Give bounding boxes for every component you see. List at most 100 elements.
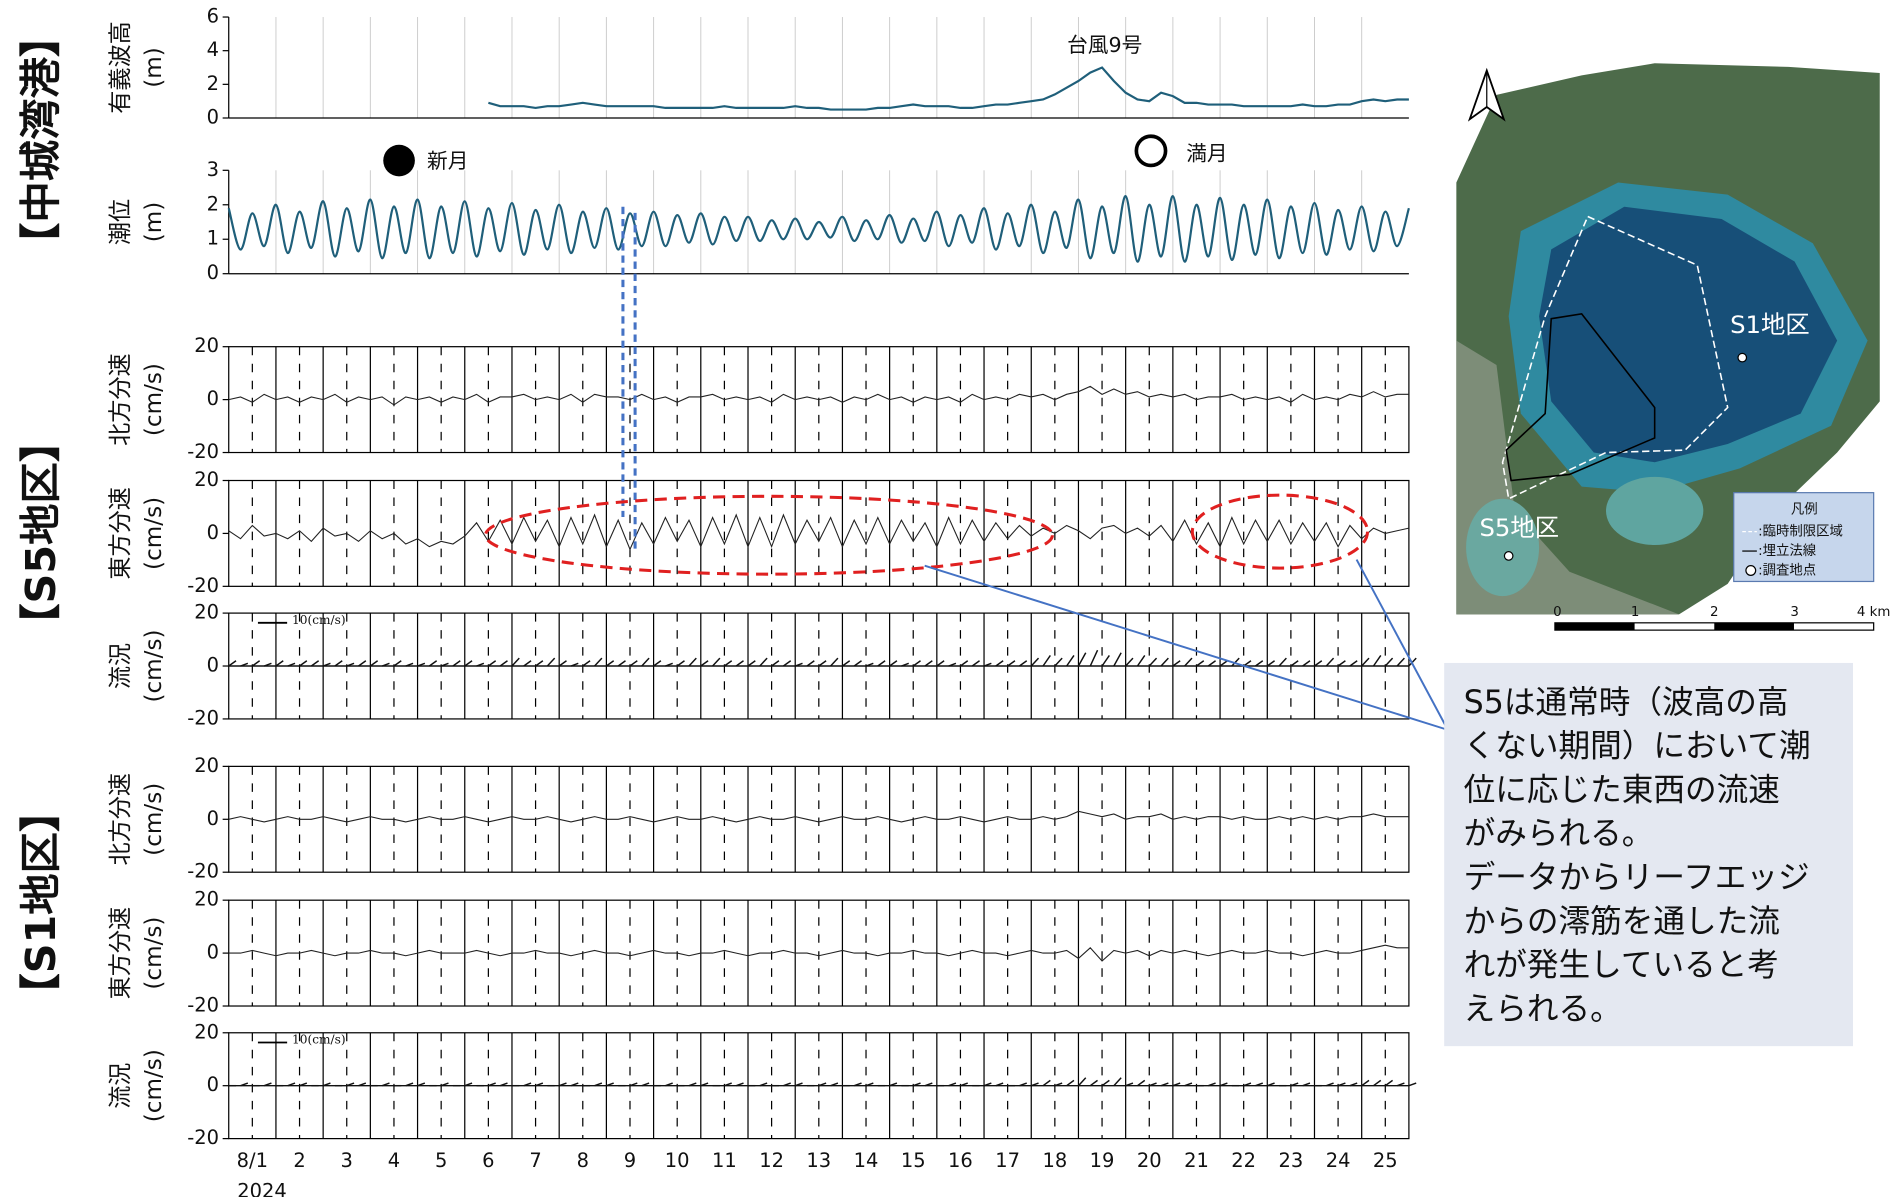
x-tick-label: 24 <box>1326 1149 1351 1172</box>
current-stick <box>630 661 637 666</box>
new-moon-label: 新月 <box>427 149 468 173</box>
current-stick <box>394 661 401 666</box>
scale-label: 2 <box>1710 605 1719 620</box>
current-stick <box>1326 658 1333 666</box>
y-tick-label: -20 <box>187 574 219 597</box>
current-stick <box>937 661 944 666</box>
y-tick-label: 0 <box>207 387 219 410</box>
map-station <box>1738 353 1747 362</box>
section-labels: 【中城湾港】 【S5地区】 【S1地区】 <box>17 16 65 1015</box>
current-stick <box>724 661 731 666</box>
y-axis-label: (m) <box>141 47 167 88</box>
y-axis-label: 北方分速 <box>108 773 134 865</box>
scale-label: 1 <box>1631 605 1640 620</box>
x-tick-label: 25 <box>1373 1149 1398 1172</box>
y-axis-label: (m) <box>141 202 167 243</box>
y-tick-label: -20 <box>187 706 219 729</box>
x-tick-label: 23 <box>1278 1149 1303 1172</box>
note-line: からの澪筋を通した流 <box>1464 904 1780 940</box>
y-axis-label: (cm/s) <box>141 497 167 570</box>
current-stick <box>842 661 849 666</box>
current-stick <box>1362 1080 1369 1085</box>
current-stick <box>1208 661 1215 666</box>
current-stick <box>1385 1080 1392 1085</box>
current-stick <box>1067 655 1074 666</box>
section-label: 【S5地区】 <box>17 421 65 645</box>
current-stick <box>913 661 920 666</box>
current-stick <box>854 661 861 666</box>
panel: -20020流況(cm/s)10(cm/s) <box>108 601 1416 730</box>
x-tick-label: 4 <box>388 1149 400 1172</box>
y-axis-label: (cm/s) <box>141 783 167 856</box>
current-stick <box>311 661 318 666</box>
y-axis-label: 有義波高 <box>108 21 134 113</box>
panel: -20020流況(cm/s)10(cm/s)8/1234567891011121… <box>108 1020 1416 1197</box>
x-tick-label: 2 <box>293 1149 305 1172</box>
current-stick <box>429 661 436 666</box>
x-tick-label: 13 <box>806 1149 831 1172</box>
highlight-ellipse <box>1192 495 1367 568</box>
current-stick <box>819 661 826 666</box>
y-axis-label: (cm/s) <box>141 363 167 436</box>
note-line: れが発生していると考 <box>1464 948 1779 984</box>
current-stick <box>878 661 885 666</box>
map-area-label: S1地区 <box>1730 310 1810 339</box>
y-tick-label: 20 <box>194 334 219 357</box>
y-tick-label: 20 <box>194 754 219 777</box>
y-tick-label: 20 <box>194 468 219 491</box>
current-stick <box>300 661 307 666</box>
current-stick <box>1031 658 1038 666</box>
scale-label: 4 km <box>1857 605 1891 620</box>
legend-item: :調査地点 <box>1758 563 1816 579</box>
current-stick <box>1255 661 1262 666</box>
y-tick-label: 2 <box>207 72 219 95</box>
current-stick <box>453 661 460 666</box>
section-label: 【中城湾港】 <box>17 16 65 264</box>
current-stick <box>713 658 720 666</box>
current-stick <box>736 661 743 666</box>
current-stick <box>1090 650 1097 666</box>
current-stick <box>1385 658 1392 666</box>
x-tick-label: 22 <box>1231 1149 1256 1172</box>
current-stick <box>925 661 932 666</box>
x-tick-label: 12 <box>759 1149 784 1172</box>
x-tick-label: 15 <box>901 1149 926 1172</box>
y-tick-label: 0 <box>207 521 219 544</box>
current-stick <box>500 661 507 666</box>
y-tick-label: -20 <box>187 440 219 463</box>
current-stick <box>748 661 755 666</box>
current-stick <box>1114 1078 1121 1086</box>
scale-label: 0 <box>1553 605 1562 620</box>
scale-bar <box>1555 623 1635 630</box>
y-axis-label: 東方分速 <box>108 907 134 999</box>
x-tick-label: 7 <box>529 1149 541 1172</box>
x-tick-label: 17 <box>995 1149 1020 1172</box>
y-tick-label: 1 <box>207 227 219 250</box>
y-tick-label: 6 <box>207 5 219 28</box>
legend-item: :臨時制限区域 <box>1758 524 1843 540</box>
y-tick-label: 0 <box>207 1073 219 1096</box>
x-tick-label: 8/1 <box>237 1149 268 1172</box>
y-tick-label: 20 <box>194 601 219 624</box>
y-axis-label: 東方分速 <box>108 487 134 579</box>
note-box: S5は通常時（波高の高 くない期間）において潮 位に応じた東西の流速 がみられる… <box>1444 663 1853 1046</box>
current-stick <box>831 658 838 666</box>
current-stick <box>1279 658 1286 666</box>
current-stick <box>1362 658 1369 666</box>
current-stick <box>1078 653 1085 666</box>
current-stick <box>807 661 814 666</box>
map-shoal <box>1606 477 1703 545</box>
x-tick-label: 19 <box>1090 1149 1115 1172</box>
current-stick <box>689 658 696 666</box>
scale-label: 10(cm/s) <box>292 613 346 627</box>
current-stick <box>1090 1080 1097 1085</box>
x-tick-label: 9 <box>624 1149 636 1172</box>
y-tick-label: 0 <box>207 261 219 284</box>
x-tick-label: 5 <box>435 1149 447 1172</box>
figure: 【中城湾港】 【S5地区】 【S1地区】 0246有義波高(m)0123潮位(m… <box>0 0 1898 1197</box>
data-line <box>488 68 1409 110</box>
current-stick <box>547 658 554 666</box>
current-stick <box>1008 661 1015 666</box>
note-line: えられる。 <box>1464 991 1622 1027</box>
